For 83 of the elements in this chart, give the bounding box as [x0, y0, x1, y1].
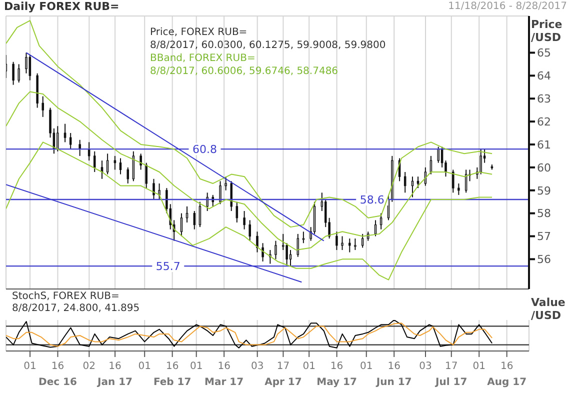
candlestick — [437, 146, 440, 164]
x-tick-label: 01 — [302, 361, 316, 372]
candlestick — [480, 148, 482, 175]
x-tick-label: 01 — [360, 361, 373, 372]
candlestick — [93, 150, 96, 172]
candlestick — [25, 52, 28, 74]
candlestick — [64, 123, 66, 143]
x-tick-label: 17 Jul 17 — [434, 361, 468, 388]
ref-line-label: 55.7 — [156, 260, 180, 274]
x-tick-label: 16 Feb 17 — [153, 361, 192, 388]
y-tick-label: 61 — [537, 138, 551, 152]
y-tick-label: 57 — [537, 230, 551, 244]
x-tick-label: 01 — [190, 361, 203, 372]
annotation: 8/8/2017, 60.6006, 59.6746, 58.7486 — [150, 65, 340, 78]
candlestick — [224, 176, 227, 191]
candlestick — [354, 238, 356, 250]
x-tick-label: 16 May 17 — [316, 361, 357, 388]
candlestick — [180, 212, 183, 237]
annotation: 8/8/2017, 60.0300, 60.1275, 59.9008, 59.9800 — [150, 39, 386, 52]
x-tick-label: 17 Apr 17 — [264, 361, 302, 388]
annotation: BBand, FOREX RUB= — [150, 52, 256, 65]
candlestick — [286, 242, 288, 267]
candlestick — [219, 180, 222, 205]
candlestick — [230, 180, 232, 212]
candlestick — [348, 238, 351, 253]
y-tick-label: 62 — [537, 115, 551, 128]
ref-line-label: 58.6 — [360, 194, 384, 207]
candlestick — [416, 176, 420, 189]
candlestick — [56, 126, 59, 152]
candlestick — [452, 169, 454, 194]
y-tick-label: 64 — [537, 70, 551, 83]
y-tick-label: 65 — [537, 46, 551, 60]
x-tick-label: 03 — [250, 361, 264, 372]
y-tick-label: 63 — [537, 92, 551, 106]
candlestick — [69, 132, 72, 150]
candlestick — [145, 162, 148, 189]
x-tick-label: 16 Dec 16 — [38, 361, 77, 388]
candlestick — [302, 231, 305, 244]
y-tick-label: 59 — [537, 184, 551, 198]
candlestick — [458, 182, 460, 196]
candlestick — [274, 240, 277, 260]
x-tick-label: 16 Jan 17 — [96, 361, 133, 388]
y-tick-label: 58 — [537, 207, 551, 220]
candlestick — [106, 153, 109, 175]
candlestick — [256, 231, 258, 253]
chart-title: Daily FOREX RUB= — [4, 0, 120, 13]
text: StochS, FOREX RUB= — [12, 291, 120, 303]
y-tick-label: 60 — [537, 161, 551, 174]
line-series — [6, 20, 493, 228]
candlestick — [152, 178, 155, 200]
chart-subtitle: 11/18/2016 - 8/28/2017 — [448, 1, 567, 12]
candlestick — [243, 210, 246, 230]
candlestick — [126, 166, 130, 184]
candlestick — [158, 182, 160, 200]
candlestick — [119, 158, 122, 175]
candlestick — [42, 96, 44, 118]
candlestick — [296, 233, 300, 258]
candlestick — [361, 233, 364, 248]
candlestick — [248, 220, 251, 242]
candlestick — [78, 139, 81, 156]
candlestick — [18, 64, 20, 84]
x-tick-label: 03 — [419, 361, 432, 372]
candlestick — [114, 155, 116, 170]
candlestick — [206, 192, 208, 212]
candlestick — [380, 212, 382, 230]
x-tick-label: 16 Aug 17 — [487, 361, 527, 388]
x-tick-label: 01 — [472, 361, 486, 372]
candlestick — [262, 242, 264, 262]
candlestick — [336, 231, 338, 250]
y-axis-title: Price /USD — [531, 18, 564, 44]
y-tick-label: 56 — [537, 253, 551, 266]
annotation: Price, FOREX RUB= — [150, 26, 248, 39]
ref-line-label: 60.8 — [192, 143, 217, 156]
x-tick-label: 01 — [138, 361, 151, 372]
x-tick-label: 01 — [24, 361, 36, 372]
y-axis-title: Value /USD — [531, 296, 566, 322]
x-tick-label: 16 Mar 17 — [204, 361, 244, 388]
x-tick-label: 02 — [82, 361, 96, 372]
candlestick — [341, 236, 344, 250]
x-tick-label: 16 Jun 17 — [375, 361, 412, 388]
candlestick — [140, 153, 142, 170]
candlestick — [12, 61, 14, 86]
text: 8/8/2017, 24.800, 41.895 — [12, 303, 140, 315]
